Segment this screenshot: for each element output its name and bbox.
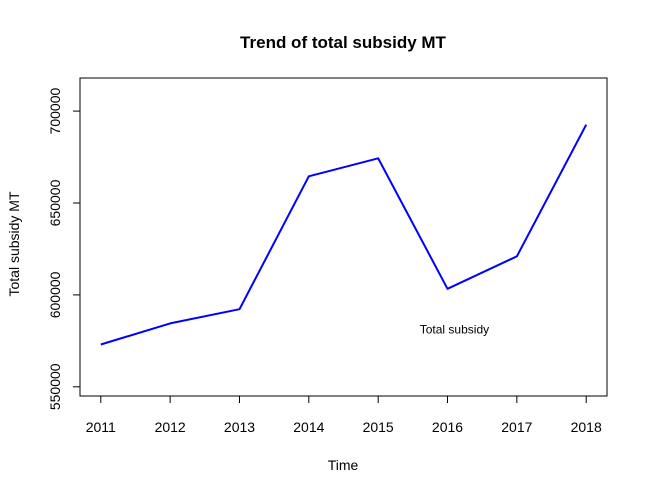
x-axis-title: Time	[328, 457, 359, 473]
annotation-layer: Total subsidy	[420, 323, 489, 337]
annotation-label: Total subsidy	[420, 323, 489, 337]
x-tick-label: 2011	[86, 419, 116, 435]
x-tick-label: 2017	[501, 419, 532, 435]
x-tick-label: 2018	[571, 419, 602, 435]
x-tick-label: 2014	[293, 419, 324, 435]
x-tick-label: 2016	[432, 419, 463, 435]
y-axis-title: Total subsidy MT	[6, 191, 22, 296]
x-tick-label: 2012	[155, 419, 186, 435]
chart-title: Trend of total subsidy MT	[240, 33, 447, 52]
y-tick-label: 700000	[47, 88, 63, 135]
x-tick-label: 2013	[224, 419, 255, 435]
x-tick-label: 2015	[363, 419, 394, 435]
y-tick-label: 650000	[47, 179, 63, 226]
y-tick-label: 600000	[47, 271, 63, 318]
x-axis: 2011 2012 2013 2014 2015 2016 2017 2018	[86, 395, 602, 435]
y-axis: 550000 600000 650000 700000	[47, 88, 81, 410]
y-tick-label: 550000	[47, 363, 63, 410]
series-layer	[100, 124, 588, 346]
series-line	[100, 124, 588, 346]
